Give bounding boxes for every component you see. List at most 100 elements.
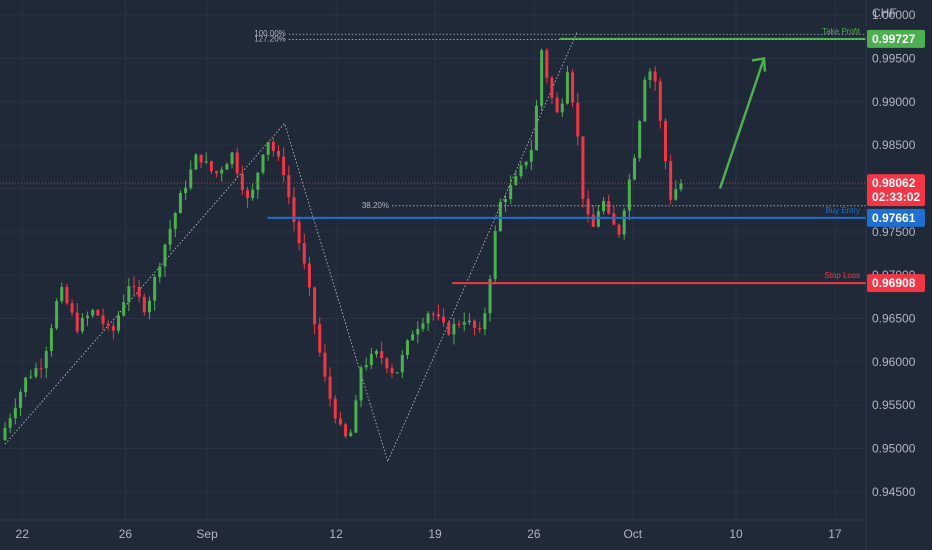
candle-body: [669, 161, 673, 200]
candle-body: [622, 210, 626, 235]
candle-body: [400, 354, 404, 373]
candle-body: [338, 418, 342, 425]
candle-body: [101, 315, 105, 324]
candle-body: [199, 154, 203, 163]
candle-body: [653, 71, 657, 82]
candle-body: [385, 358, 389, 369]
y-tick-label: 0.98500: [872, 138, 916, 152]
candle-body: [643, 79, 647, 122]
candle-body: [65, 287, 69, 304]
x-tick-label: 10: [729, 527, 743, 541]
candle-body: [75, 312, 79, 332]
candle-body: [70, 303, 74, 313]
candle-body: [8, 418, 12, 428]
candle-body: [431, 313, 435, 315]
fib-levels: 100.00%127.20% 38.20%: [254, 29, 866, 210]
candle-body: [607, 201, 611, 214]
time-axis[interactable]: 22 26 Sep 12 19 26 Oct 10 17: [16, 527, 842, 541]
candle-body: [91, 309, 95, 316]
candle-body: [323, 352, 327, 377]
candle-body: [184, 187, 188, 194]
candle-body: [230, 152, 234, 165]
candle-body: [452, 323, 456, 335]
candle-body: [369, 354, 373, 366]
candle-body: [34, 368, 38, 377]
candle-body: [617, 224, 621, 235]
candle-body: [80, 317, 84, 332]
currency-label: CHF: [872, 6, 897, 20]
current-price-tag-text: 0.98062: [872, 176, 916, 190]
candle-body: [524, 161, 528, 166]
candle-body: [473, 320, 477, 329]
candle-body: [240, 173, 244, 191]
candle-body: [467, 320, 471, 323]
candle-body: [529, 150, 533, 162]
candle-body: [591, 214, 595, 227]
candle-body: [596, 211, 600, 227]
candle-body: [313, 287, 317, 325]
pattern-lines: [4, 32, 578, 463]
candle-body: [483, 313, 487, 330]
candle-body: [658, 81, 662, 121]
x-tick-label: Oct: [623, 527, 642, 541]
price-tag: [867, 208, 925, 227]
arrow-shaft: [718, 58, 766, 189]
candle-body: [638, 121, 642, 159]
candle-body: [405, 340, 409, 355]
candle-body: [359, 367, 363, 401]
candle-body: [86, 315, 90, 318]
candle-body: [344, 424, 348, 437]
candle-body: [13, 407, 17, 419]
candle-body: [488, 279, 492, 314]
candle-body: [3, 427, 7, 440]
candle-body: [540, 50, 544, 106]
candle-body: [266, 142, 270, 155]
x-tick-label: 26: [119, 527, 133, 541]
candle-body: [137, 286, 141, 297]
candle-body: [189, 169, 193, 188]
candle-body: [447, 322, 451, 335]
candle-body: [106, 323, 110, 326]
candle-body: [132, 286, 136, 288]
price-tag-text: 0.96908: [872, 276, 916, 290]
candle-body: [127, 286, 131, 303]
candle-body: [380, 351, 384, 359]
y-tick-label: 0.94500: [872, 485, 916, 499]
candles: [3, 47, 683, 442]
candle-body: [612, 213, 616, 225]
candle-body: [287, 175, 291, 198]
candle-body: [282, 156, 286, 176]
candle-body: [153, 277, 157, 301]
x-tick-label: 19: [428, 527, 442, 541]
y-tick-label: 0.95000: [872, 442, 916, 456]
candle-body: [168, 228, 172, 245]
price-tag: [867, 274, 925, 293]
current-price-tag-text: 02:33:02: [872, 190, 920, 204]
candle-body: [375, 351, 379, 355]
level-lines: Take Profit Buy Entry Stop Loss: [0, 27, 866, 285]
candle-body: [633, 158, 637, 180]
candle-body: [550, 77, 554, 98]
candle-body: [462, 322, 466, 325]
candle-body: [194, 154, 198, 170]
candle-body: [24, 377, 28, 393]
candle-body: [436, 314, 440, 317]
y-tick-label: 0.95500: [872, 398, 916, 412]
candle-body: [364, 365, 368, 368]
candle-body: [246, 190, 250, 199]
candle-body: [276, 150, 280, 157]
candle-body: [209, 161, 213, 172]
candle-body: [349, 432, 353, 437]
price-axis[interactable]: 1.000000.995000.990000.985000.980000.975…: [872, 8, 916, 499]
candle-body: [411, 334, 415, 341]
candle-body: [354, 400, 358, 433]
fib-label: 127.20%: [254, 34, 286, 43]
candle-body: [302, 243, 306, 264]
candle-body: [49, 328, 53, 352]
candle-body: [555, 97, 559, 113]
candle-body: [421, 323, 425, 329]
candle-body: [602, 201, 606, 212]
candle-body: [493, 231, 497, 280]
candle-body: [122, 302, 126, 316]
